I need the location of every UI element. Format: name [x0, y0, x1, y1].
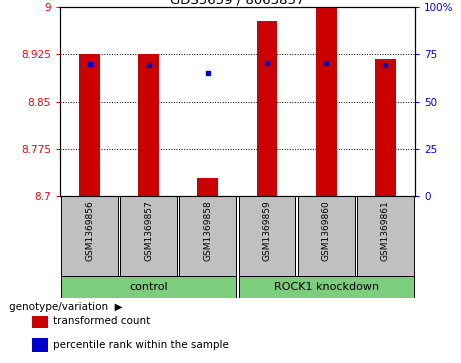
Text: genotype/variation  ▶: genotype/variation ▶: [9, 302, 123, 312]
Bar: [138, 54, 159, 196]
Bar: [298, 196, 355, 276]
Text: GSM1369858: GSM1369858: [203, 200, 213, 261]
Bar: [61, 276, 236, 298]
Bar: [32, 338, 48, 351]
Bar: [357, 196, 414, 276]
Text: ROCK1 knockdown: ROCK1 knockdown: [273, 282, 379, 292]
Text: control: control: [130, 282, 168, 292]
Bar: [197, 178, 218, 196]
Bar: [239, 276, 414, 298]
Text: GSM1369859: GSM1369859: [262, 200, 272, 261]
Bar: [179, 196, 236, 276]
Bar: [239, 196, 296, 276]
Bar: [32, 315, 48, 328]
Bar: [79, 54, 100, 196]
Bar: [375, 59, 396, 196]
Bar: [257, 21, 278, 196]
Text: percentile rank within the sample: percentile rank within the sample: [53, 340, 229, 350]
Text: GSM1369856: GSM1369856: [85, 200, 94, 261]
Text: GSM1369857: GSM1369857: [144, 200, 153, 261]
Bar: [120, 196, 177, 276]
Text: transformed count: transformed count: [53, 317, 150, 326]
Title: GDS5659 / 8063857: GDS5659 / 8063857: [170, 0, 305, 6]
Bar: [61, 196, 118, 276]
Text: GSM1369861: GSM1369861: [381, 200, 390, 261]
Text: GSM1369860: GSM1369860: [322, 200, 331, 261]
Bar: [316, 7, 337, 196]
